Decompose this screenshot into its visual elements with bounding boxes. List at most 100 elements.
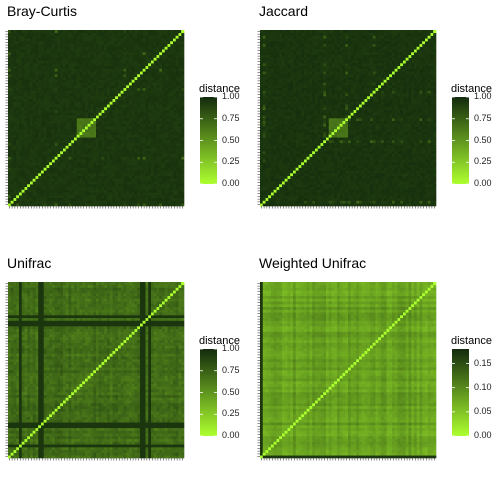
heatmap-cell bbox=[148, 184, 152, 188]
heatmap-cell bbox=[140, 79, 144, 83]
heatmap-cell bbox=[85, 90, 89, 94]
heatmap-cell bbox=[173, 30, 177, 34]
heatmap-cell bbox=[151, 60, 155, 64]
heatmap-cell bbox=[19, 162, 23, 166]
heatmap-cell bbox=[175, 197, 179, 201]
heatmap-cell bbox=[142, 90, 146, 94]
heatmap-cell bbox=[82, 30, 86, 34]
heatmap-cell bbox=[262, 181, 266, 185]
heatmap-cell bbox=[162, 57, 166, 61]
heatmap-cell bbox=[74, 145, 78, 149]
heatmap-cell bbox=[13, 123, 17, 127]
heatmap-cell bbox=[273, 131, 277, 135]
heatmap-cell bbox=[153, 43, 157, 47]
heatmap-cell bbox=[262, 167, 266, 171]
heatmap-cell bbox=[268, 60, 272, 64]
heatmap-cell bbox=[164, 104, 168, 108]
heatmap-cell bbox=[142, 186, 146, 190]
heatmap-cell bbox=[170, 200, 174, 204]
heatmap-cell bbox=[156, 200, 160, 204]
heatmap-cell bbox=[107, 71, 111, 75]
heatmap-cell bbox=[260, 74, 264, 78]
heatmap-cell bbox=[96, 123, 100, 127]
heatmap-cell bbox=[173, 109, 177, 113]
heatmap-cell bbox=[315, 189, 319, 193]
heatmap-cell bbox=[115, 131, 119, 135]
heatmap-cell bbox=[262, 134, 266, 138]
heatmap-cell bbox=[76, 120, 80, 124]
heatmap-cell bbox=[43, 101, 47, 105]
heatmap-cell bbox=[13, 142, 17, 146]
heatmap-cell bbox=[339, 189, 343, 193]
heatmap-cell bbox=[159, 52, 163, 56]
heatmap-cell bbox=[30, 181, 34, 185]
heatmap-cell bbox=[93, 181, 97, 185]
heatmap-cell bbox=[115, 54, 119, 58]
heatmap-cell bbox=[181, 131, 185, 135]
heatmap-cell bbox=[41, 76, 45, 80]
heatmap-cell bbox=[41, 93, 45, 97]
heatmap-cell bbox=[126, 115, 130, 119]
heatmap-cell bbox=[148, 197, 152, 201]
heatmap-cell bbox=[178, 41, 182, 45]
heatmap-cell bbox=[175, 74, 179, 78]
heatmap-cell bbox=[370, 195, 374, 199]
heatmap-cell bbox=[19, 200, 23, 204]
heatmap-cell bbox=[96, 93, 100, 97]
heatmap-cell bbox=[408, 197, 412, 201]
heatmap-cell bbox=[30, 85, 34, 89]
heatmap-cell bbox=[145, 30, 149, 34]
heatmap-cell bbox=[159, 164, 163, 168]
heatmap-cell bbox=[134, 38, 138, 42]
heatmap-cell bbox=[32, 79, 36, 83]
heatmap-cell bbox=[107, 35, 111, 39]
heatmap-cell bbox=[145, 85, 149, 89]
heatmap-cell bbox=[76, 186, 80, 190]
heatmap-cell bbox=[112, 142, 116, 146]
heatmap-cell bbox=[268, 145, 272, 149]
heatmap-cell bbox=[260, 41, 264, 45]
heatmap-cell bbox=[422, 200, 426, 204]
heatmap-cell bbox=[63, 131, 67, 135]
heatmap-cell bbox=[32, 167, 36, 171]
heatmap-cell bbox=[411, 203, 415, 207]
heatmap-cell bbox=[137, 82, 141, 86]
heatmap-cell bbox=[164, 156, 168, 160]
heatmap-cell bbox=[98, 203, 102, 207]
heatmap-cell bbox=[101, 109, 105, 113]
heatmap-cell bbox=[19, 107, 23, 111]
heatmap-cell bbox=[151, 115, 155, 119]
heatmap-cell bbox=[63, 46, 67, 50]
heatmap-cell bbox=[85, 159, 89, 163]
heatmap-cell bbox=[27, 145, 31, 149]
heatmap-cell bbox=[65, 43, 69, 47]
heatmap-cell bbox=[178, 186, 182, 190]
heatmap-cell bbox=[85, 32, 89, 36]
heatmap-cell bbox=[35, 87, 39, 91]
heatmap-cell bbox=[82, 87, 86, 91]
heatmap-cell bbox=[30, 112, 34, 116]
heatmap-cell bbox=[145, 175, 149, 179]
heatmap-cell bbox=[170, 120, 174, 124]
heatmap-cell bbox=[120, 90, 124, 94]
heatmap-cell bbox=[293, 192, 297, 196]
heatmap-cell bbox=[140, 148, 144, 152]
heatmap-cell bbox=[372, 200, 376, 204]
heatmap-cell bbox=[129, 63, 133, 67]
heatmap-cell bbox=[301, 195, 305, 199]
heatmap-cell bbox=[131, 43, 135, 47]
heatmap-cell bbox=[162, 118, 166, 122]
heatmap-cell bbox=[153, 68, 157, 72]
heatmap-cell bbox=[268, 159, 272, 163]
heatmap-cell bbox=[109, 43, 113, 47]
heatmap-cell bbox=[32, 57, 36, 61]
heatmap-cell bbox=[24, 142, 28, 146]
heatmap-cell bbox=[162, 52, 166, 56]
heatmap-cell bbox=[137, 148, 141, 152]
heatmap-cell bbox=[30, 167, 34, 171]
heatmap-cell bbox=[96, 159, 100, 163]
heatmap-cell bbox=[118, 129, 122, 133]
heatmap-cell bbox=[60, 52, 64, 56]
heatmap-cell bbox=[68, 142, 72, 146]
